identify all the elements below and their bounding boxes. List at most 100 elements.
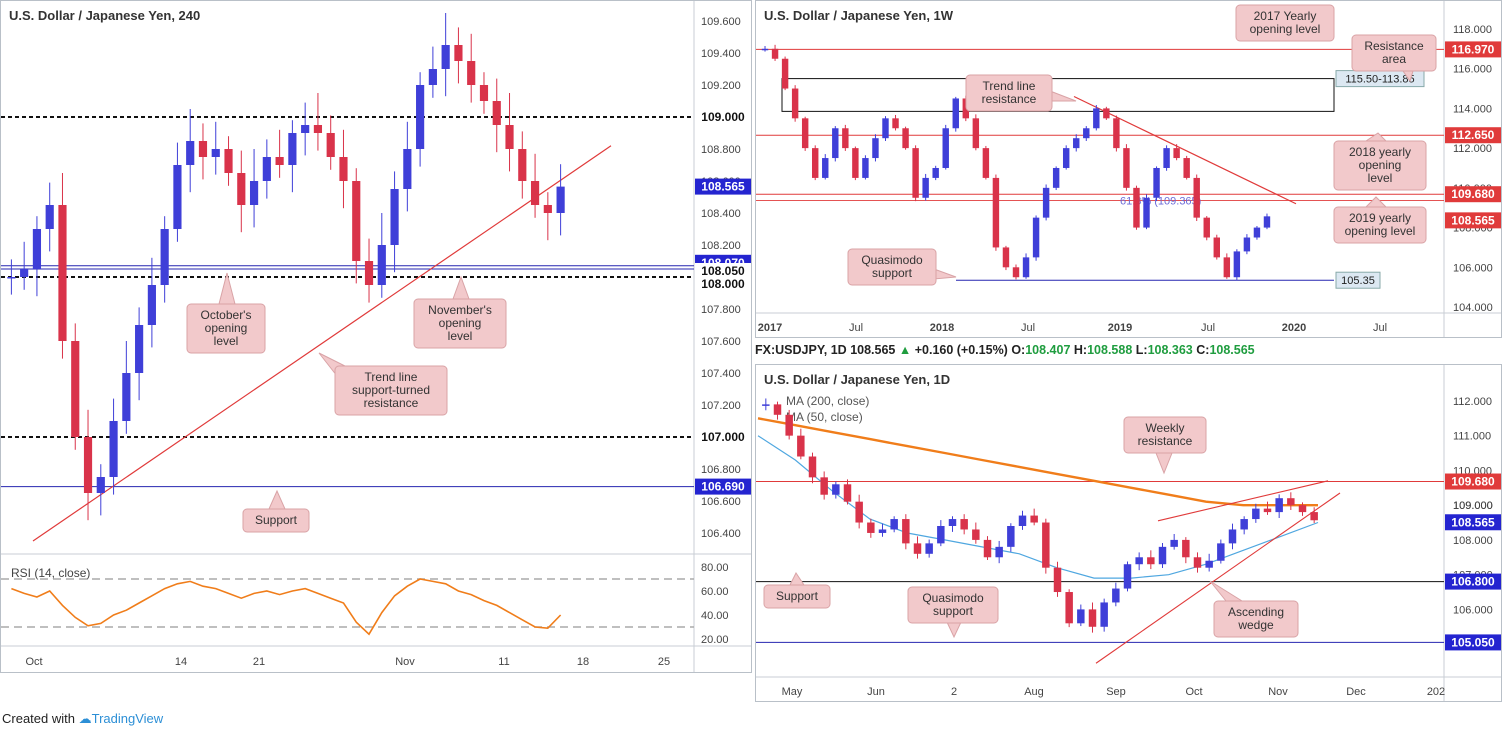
candle-240-body — [301, 125, 310, 133]
annotation-trendline-text: Trend line — [365, 370, 418, 384]
annotation-quasimodo-text: support — [933, 604, 974, 618]
footer-brand[interactable]: TradingView — [91, 711, 164, 726]
rsi-tick-label: 60.00 — [701, 586, 729, 598]
candle-daily-body — [1077, 609, 1085, 624]
candle-240-body — [326, 133, 335, 157]
annotation-2018-text: opening — [1359, 158, 1402, 172]
y-tick-label: 111.000 — [1453, 431, 1491, 443]
y-tick-label: 107.800 — [701, 304, 741, 316]
candle-240-body — [556, 186, 565, 213]
candle-240-body — [109, 421, 118, 477]
candle-weekly-body — [852, 148, 859, 178]
annotation-quasimodo-pointer — [933, 268, 957, 280]
annotation-weekly-pointer — [1155, 452, 1173, 475]
candle-weekly-body — [902, 128, 909, 149]
candle-daily-body — [1182, 539, 1190, 558]
candle-daily-body — [1252, 508, 1260, 520]
candle-daily-body — [1240, 519, 1248, 530]
y-tick-label: 106.800 — [701, 464, 741, 476]
y-tick-label: 106.600 — [701, 496, 741, 508]
price-tag: 105.050 — [1451, 635, 1495, 649]
candle-240-body — [275, 157, 284, 165]
candle-weekly-body — [1153, 167, 1160, 198]
chart-weekly-canvas[interactable]: 118.000116.000114.000112.000110.000108.0… — [756, 1, 1502, 338]
candle-weekly-body — [982, 148, 990, 178]
candle-240-body — [505, 125, 514, 149]
annotation-weekly-text: Weekly — [1145, 421, 1184, 435]
candle-240-body — [173, 165, 182, 229]
y-tick-label: 107.600 — [701, 336, 741, 348]
price-tag-bg — [695, 276, 751, 292]
y-tick-label: 112.000 — [1453, 143, 1492, 155]
candle-240-body — [20, 269, 29, 277]
price-tag: 109.000 — [701, 110, 745, 124]
y-tick-label: 104.000 — [1453, 302, 1493, 314]
candle-240-body — [147, 285, 156, 325]
annotation-october-text: October's — [201, 308, 252, 322]
annotation-support-pointer — [789, 572, 805, 586]
fib-label: 61.8% (109.365) — [1120, 195, 1201, 207]
price-tag: 106.800 — [1451, 575, 1495, 589]
candle-daily-body — [773, 404, 782, 415]
y-tick-label: 107.400 — [701, 368, 741, 380]
candle-daily-body — [832, 484, 840, 495]
chart-title-weekly: U.S. Dollar / Japanese Yen, 1W — [764, 8, 954, 23]
rsi-line — [11, 578, 562, 636]
chart-daily-canvas[interactable]: 112.000111.000110.000109.000108.000107.0… — [756, 365, 1502, 702]
chart-panel-daily[interactable]: U.S. Dollar / Japanese Yen, 1D 112.000 11… — [755, 364, 1502, 702]
candle-240-body — [83, 437, 93, 493]
annotation-november-pointer — [452, 275, 470, 300]
annotation-weekly-box — [1123, 416, 1207, 454]
candle-240-body — [403, 149, 412, 189]
annotation-november-text: November's — [428, 303, 492, 317]
chart-panel-240[interactable]: U.S. Dollar / Japanese Yen, 240 109.600 1… — [0, 0, 752, 673]
y-tick-label: 109.200 — [701, 80, 741, 92]
x-tick-label: Jul — [849, 322, 863, 334]
candle-240-body — [364, 261, 374, 285]
ma-200-line — [757, 417, 1318, 507]
chart-panel-weekly[interactable]: U.S. Dollar / Japanese Yen, 1W 118.000 11… — [755, 0, 1502, 338]
candle-weekly-body — [892, 118, 899, 129]
price-tag-bg — [1445, 514, 1501, 531]
candle-weekly-body — [1093, 108, 1100, 129]
price-tag: 108.565 — [1451, 213, 1495, 227]
candle-daily-body — [1042, 522, 1050, 568]
candle-240-body — [416, 85, 425, 149]
rsi-label: RSI (14, close) — [11, 566, 90, 580]
candle-weekly-body — [1143, 197, 1150, 228]
candle-daily-body — [808, 456, 817, 478]
candle-weekly-body — [1032, 217, 1040, 258]
annotation-trendline-box — [334, 365, 448, 416]
x-tick-label: Jul — [1373, 322, 1387, 334]
annotation-trendline-text: support-turned — [352, 383, 430, 397]
candle-240-body — [377, 245, 386, 285]
candle-daily-body — [1135, 557, 1143, 565]
candle-weekly-body — [1263, 216, 1271, 228]
annotation-wedge-text: Ascending — [1228, 605, 1284, 619]
x-tick-label: 14 — [175, 656, 187, 668]
candle-daily-body — [937, 526, 945, 544]
annotation-quasimodo-text: support — [872, 266, 913, 280]
annotation-2019-text: opening level — [1345, 224, 1416, 238]
x-tick-label: 2017 — [758, 322, 782, 334]
low-value: 108.363 — [1147, 343, 1193, 357]
annotation-2018-pointer — [1364, 132, 1388, 142]
candle-weekly-body — [1062, 148, 1070, 168]
x-tick-label: Sep — [1106, 686, 1126, 698]
annotation-wedge-box — [1213, 600, 1299, 638]
annotation-2018-text: 2018 yearly — [1349, 145, 1411, 159]
candle-daily-body — [1287, 498, 1295, 506]
ma-50-line — [757, 435, 1319, 579]
price-tag-plain: 109.000 — [1453, 500, 1493, 512]
y-tick-label: 108.000 — [1453, 535, 1493, 547]
candle-daily-body — [1158, 546, 1167, 565]
annotation-support-text: Support — [776, 589, 819, 603]
open-label: O: — [1011, 343, 1026, 357]
annotation-trend-pointer — [1049, 90, 1077, 102]
footer-credit[interactable]: Created with ☁TradingView — [2, 711, 163, 727]
y-tick-label: 108.400 — [701, 208, 741, 220]
rsi-tick-label: 80.00 — [701, 562, 729, 574]
candle-240-body — [530, 181, 540, 205]
chart-240-canvas[interactable]: 109.600109.400109.200109.000108.800108.6… — [1, 1, 752, 673]
open-value: 108.407 — [1025, 343, 1071, 357]
